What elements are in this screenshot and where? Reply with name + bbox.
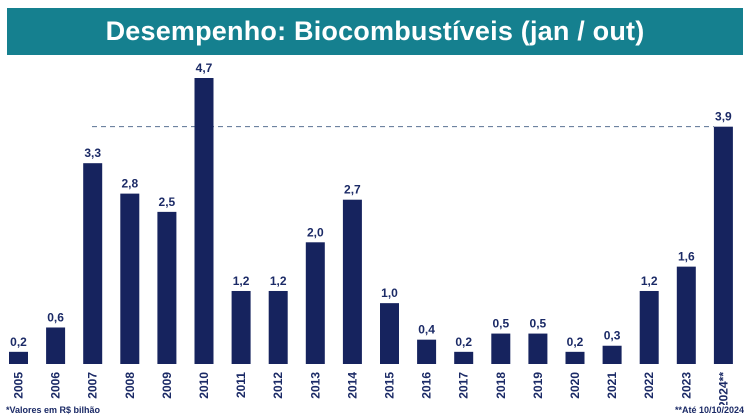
bar-2017	[454, 351, 474, 364]
value-label-2016: 0,4	[418, 323, 435, 337]
bar-2005	[9, 351, 28, 364]
value-label-2021: 0,3	[604, 329, 621, 343]
x-tick-label-2007: 2007	[86, 372, 100, 399]
x-tick-label-2016: 2016	[420, 372, 434, 399]
bar-2019	[528, 333, 548, 364]
x-tick-label-2017: 2017	[457, 372, 471, 399]
bar-2009	[157, 211, 177, 364]
bars-layer	[9, 78, 733, 365]
value-label-2006: 0,6	[47, 310, 64, 324]
value-label-2015: 1,0	[381, 286, 398, 300]
value-label-2014: 2,7	[344, 183, 361, 197]
value-label-2018: 0,5	[492, 317, 509, 331]
x-tick-label-2024: 2024**	[716, 372, 730, 405]
chart-title: Desempenho: Biocombustíveis (jan / out)	[105, 16, 645, 46]
x-tick-label-2019: 2019	[531, 372, 545, 399]
value-label-2024: 3,9	[715, 110, 732, 124]
value-label-2010: 4,7	[196, 61, 213, 75]
value-label-2005: 0,2	[10, 335, 27, 349]
x-tick-label-2015: 2015	[383, 372, 397, 399]
bar-chart: 0,2 0,6 3,3 2,8 2,5 4,7 1,2 1,2 2,0 2,7 1,0 0,4 0,2 0…	[9, 61, 733, 405]
x-tick-label-2014: 2014	[345, 372, 359, 399]
value-label-2008: 2,8	[121, 177, 138, 191]
x-tick-label-2022: 2022	[642, 372, 656, 399]
x-tick-label-2021: 2021	[605, 372, 619, 399]
x-tick-label-2023: 2023	[679, 372, 693, 399]
bar-2008	[120, 193, 140, 364]
bar-2014	[342, 199, 362, 364]
bar-2006	[46, 327, 66, 364]
bar-2011	[231, 290, 251, 364]
title-banner: Desempenho: Biocombustíveis (jan / out)	[7, 8, 743, 55]
x-tick-labels-layer: 2005 2006 2007 2008 2009 2010 2011 2012 2013 2014…	[12, 372, 731, 405]
x-tick-label-2010: 2010	[197, 372, 211, 399]
value-label-2012: 1,2	[270, 274, 287, 288]
bar-2023	[676, 266, 696, 364]
x-tick-label-2020: 2020	[568, 372, 582, 399]
value-label-2020: 0,2	[567, 335, 584, 349]
bar-2022	[639, 290, 659, 364]
bar-2016	[417, 339, 437, 364]
value-label-2017: 0,2	[455, 335, 472, 349]
bar-2015	[380, 303, 399, 364]
bar-2013	[305, 242, 325, 364]
x-tick-label-2018: 2018	[494, 372, 508, 399]
footnote-units: *Valores em R$ bilhão	[6, 405, 101, 415]
x-tick-label-2006: 2006	[49, 372, 63, 399]
bar-2010	[194, 78, 214, 364]
x-tick-label-2005: 2005	[12, 372, 26, 399]
value-label-2019: 0,5	[530, 317, 547, 331]
value-label-2022: 1,2	[641, 274, 658, 288]
bar-2021	[602, 345, 622, 364]
bar-2020	[565, 351, 585, 364]
value-labels-layer: 0,2 0,6 3,3 2,8 2,5 4,7 1,2 1,2 2,0 2,7 1,0 0,4 0,2 0…	[10, 61, 732, 349]
x-tick-label-2013: 2013	[308, 372, 322, 399]
bar-2012	[268, 290, 288, 364]
x-tick-label-2008: 2008	[123, 372, 137, 399]
value-label-2009: 2,5	[159, 195, 176, 209]
bar-2007	[83, 163, 103, 364]
bar-2018	[491, 333, 511, 364]
x-tick-label-2012: 2012	[271, 372, 285, 399]
bar-2024	[713, 126, 733, 365]
x-tick-label-2009: 2009	[160, 372, 174, 399]
x-tick-label-2011: 2011	[234, 372, 248, 398]
value-label-2013: 2,0	[307, 225, 324, 239]
value-label-2023: 1,6	[678, 250, 695, 264]
value-label-2007: 3,3	[84, 146, 101, 160]
value-label-2011: 1,2	[233, 274, 250, 288]
footnote-date: **Até 10/10/2024	[674, 405, 744, 415]
